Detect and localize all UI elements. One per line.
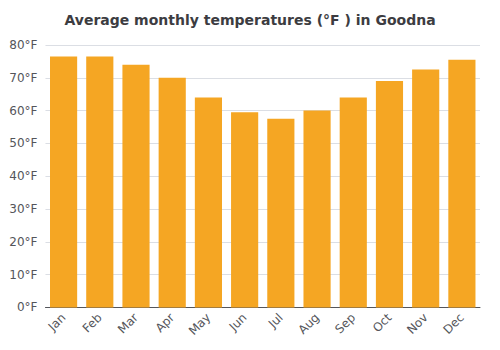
svg-text:10°F: 10°F	[9, 268, 37, 282]
svg-text:20°F: 20°F	[9, 235, 37, 249]
svg-text:May: May	[186, 311, 213, 338]
svg-text:Jul: Jul	[265, 311, 286, 332]
svg-text:Sep: Sep	[332, 311, 358, 337]
svg-text:Nov: Nov	[404, 311, 430, 337]
svg-text:Apr: Apr	[153, 310, 178, 335]
svg-text:Aug: Aug	[296, 311, 322, 337]
svg-text:70°F: 70°F	[9, 71, 37, 85]
svg-text:60°F: 60°F	[9, 104, 37, 118]
svg-text:Average monthly temperatures (: Average monthly temperatures (°F ) in Go…	[64, 12, 435, 28]
svg-text:80°F: 80°F	[9, 38, 37, 52]
svg-text:Feb: Feb	[80, 311, 105, 336]
svg-text:Mar: Mar	[115, 310, 141, 336]
svg-text:Dec: Dec	[441, 311, 467, 337]
svg-text:Jun: Jun	[226, 311, 250, 335]
svg-text:40°F: 40°F	[9, 169, 37, 183]
svg-text:30°F: 30°F	[9, 202, 37, 216]
svg-text:Jan: Jan	[45, 311, 69, 335]
svg-text:Oct: Oct	[370, 310, 395, 335]
svg-text:0°F: 0°F	[17, 300, 38, 314]
svg-text:50°F: 50°F	[9, 136, 37, 150]
